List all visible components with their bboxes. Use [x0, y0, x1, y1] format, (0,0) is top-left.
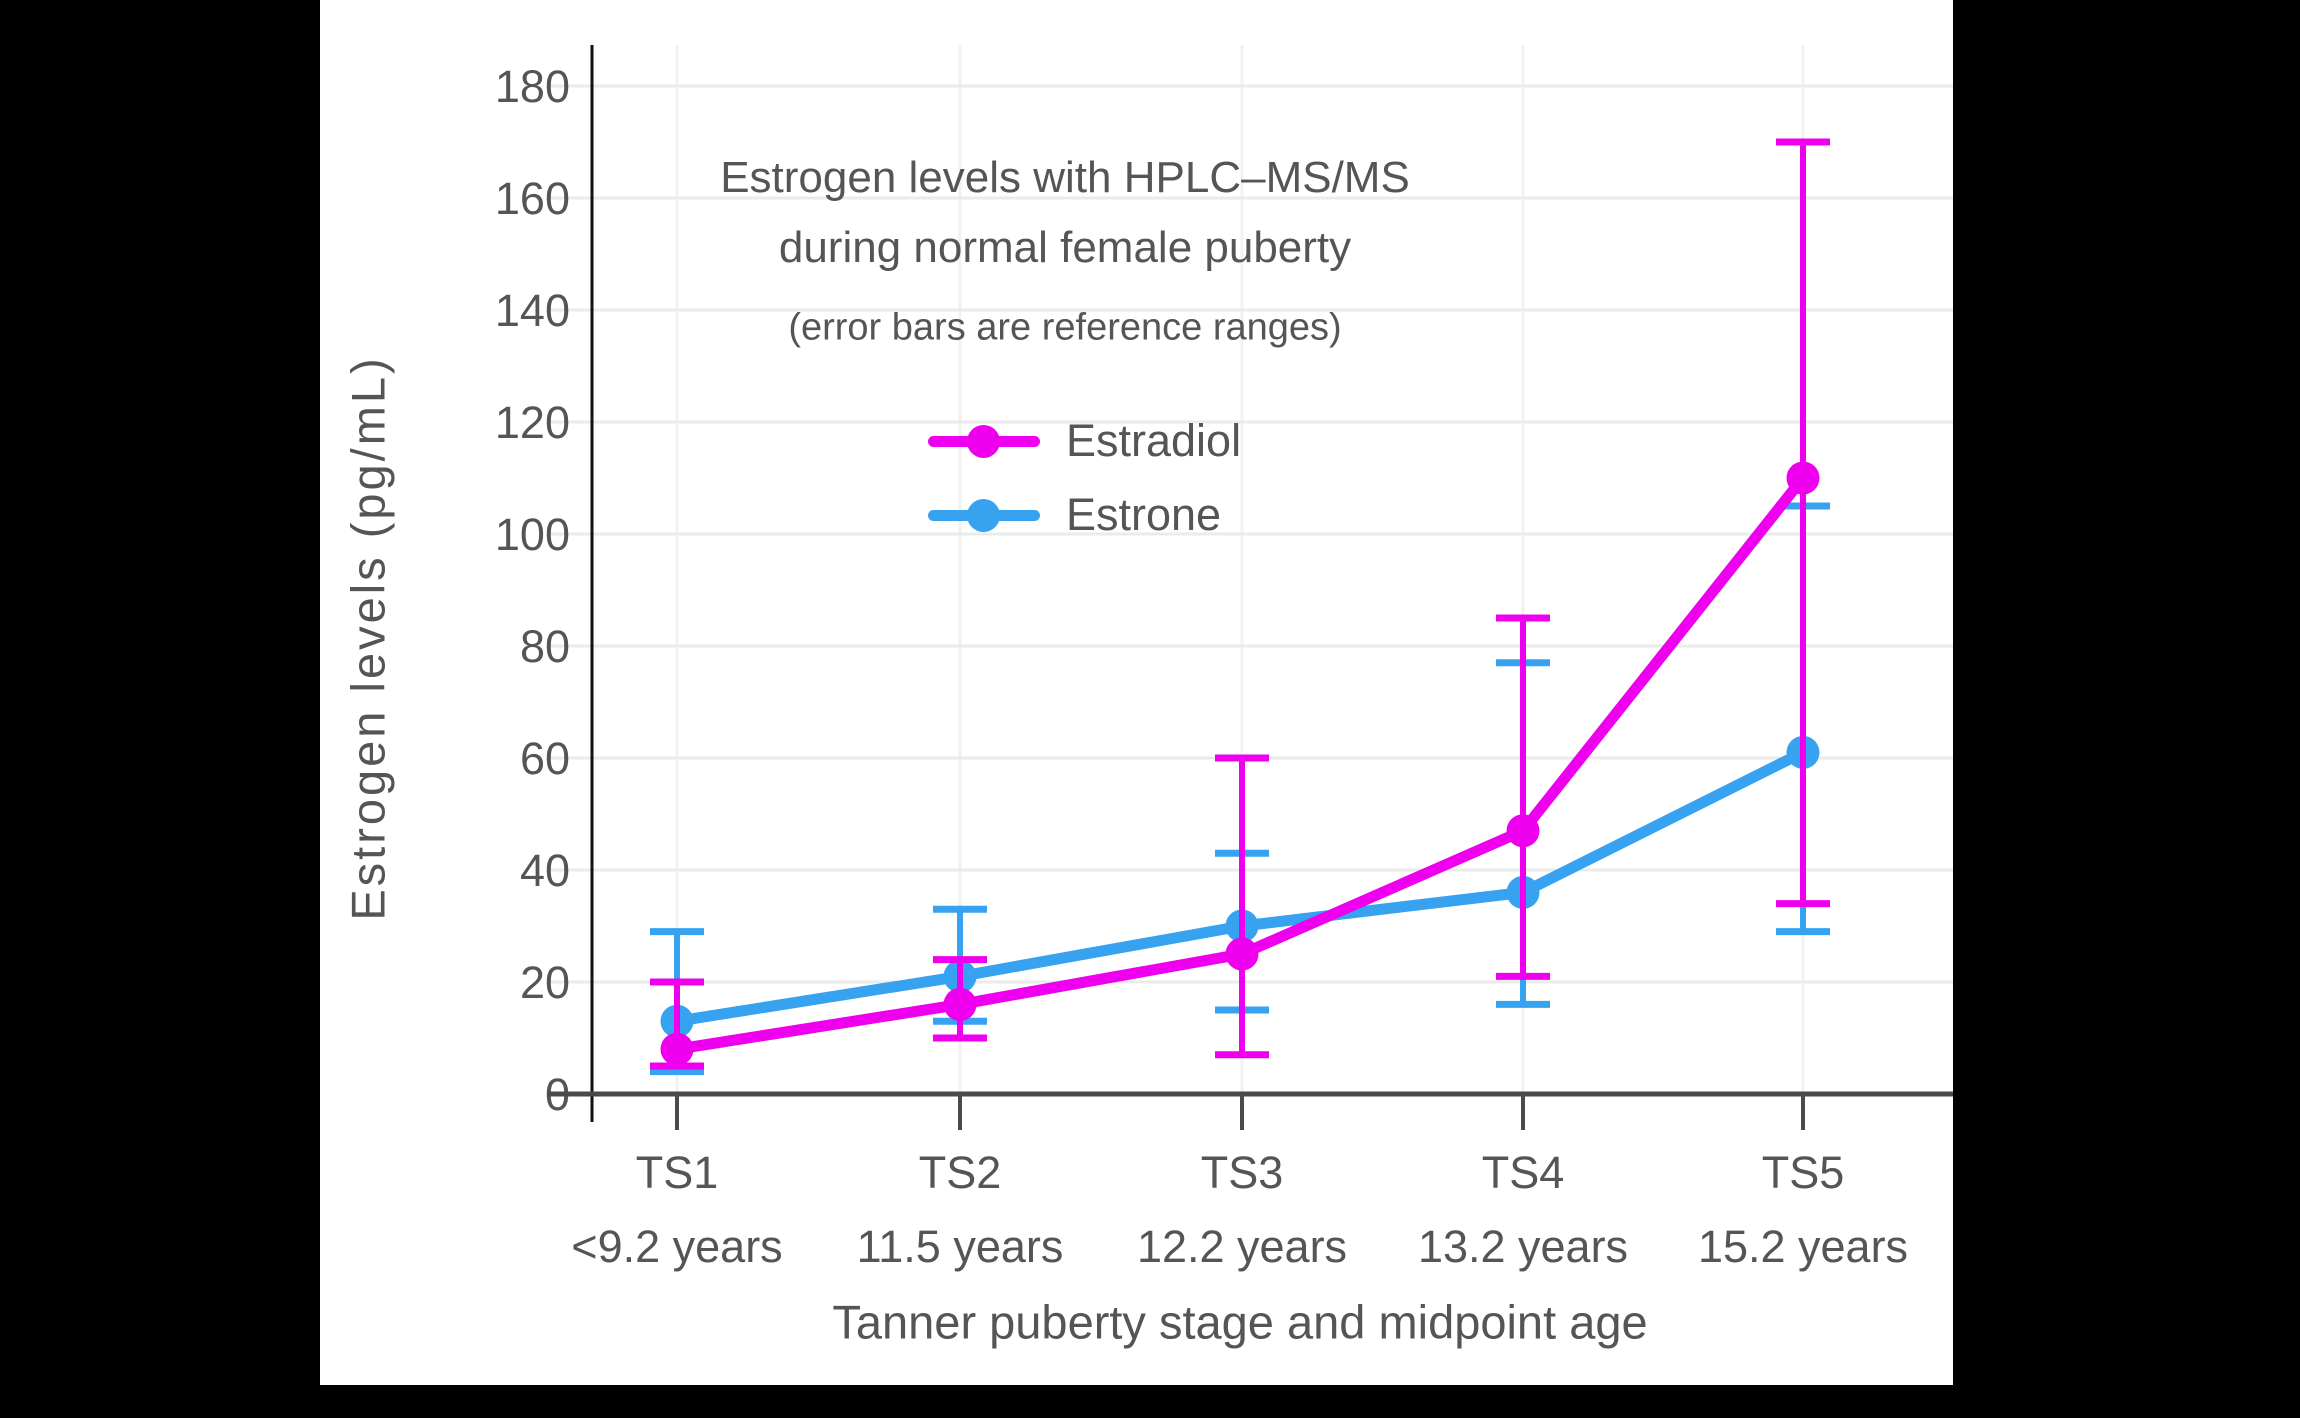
estradiol-marker — [943, 987, 977, 1021]
x-tick-label: TS4 — [1482, 1147, 1565, 1198]
estradiol-legend-swatch — [928, 424, 1040, 458]
estrone-legend-dot — [967, 498, 1000, 532]
estradiol-marker — [1225, 937, 1259, 971]
legend: Estradiol Estrone — [928, 415, 1241, 541]
x-age-label: 11.5 years — [857, 1221, 1064, 1272]
y-tick-label: 140 — [495, 285, 570, 336]
legend-label-estrone: Estrone — [1066, 489, 1222, 540]
legend-label-estradiol: Estradiol — [1066, 415, 1242, 466]
y-tick-label: 160 — [495, 173, 570, 224]
chart-panel: 0 20 40 60 80 100 120 140 160 180 TS1 <9.2 years TS2… — [320, 0, 1953, 1385]
y-tick-label: 60 — [520, 733, 570, 784]
estradiol-marker — [1506, 814, 1540, 848]
legend-item-estrone: Estrone — [928, 489, 1241, 541]
x-tick-label: TS5 — [1762, 1147, 1845, 1198]
chart-title-line1: Estrogen levels with HPLC–MS/MS — [720, 153, 1410, 202]
y-axis-title: Estrogen levels (pg/mL) — [341, 355, 395, 921]
chart-title-line2: during normal female puberty — [778, 223, 1352, 272]
y-tick-label: 40 — [520, 845, 570, 896]
x-age-label: 13.2 years — [1418, 1221, 1628, 1272]
x-age-label: 12.2 years — [1137, 1221, 1347, 1272]
y-tick-label: 80 — [520, 621, 570, 672]
y-tick-label: 180 — [495, 61, 570, 112]
y-tick-label: 20 — [520, 957, 570, 1008]
legend-item-estradiol: Estradiol — [928, 415, 1241, 467]
x-tick-label: TS3 — [1201, 1147, 1284, 1198]
x-age-label: <9.2 years — [571, 1221, 782, 1272]
estrone-legend-swatch — [928, 498, 1040, 532]
x-tick-label: TS1 — [636, 1147, 719, 1198]
y-tick-label: 100 — [495, 509, 570, 560]
x-age-label: 15.2 years — [1698, 1221, 1908, 1272]
x-axis-title: Tanner puberty stage and midpoint age — [832, 1295, 1648, 1349]
x-tick-label: TS2 — [919, 1147, 1002, 1198]
estradiol-legend-dot — [967, 424, 1000, 458]
estradiol-marker — [660, 1032, 694, 1066]
chart-subtitle: (error bars are reference ranges) — [788, 306, 1342, 349]
estradiol-marker — [1786, 461, 1820, 495]
y-tick-label: 120 — [495, 397, 570, 448]
